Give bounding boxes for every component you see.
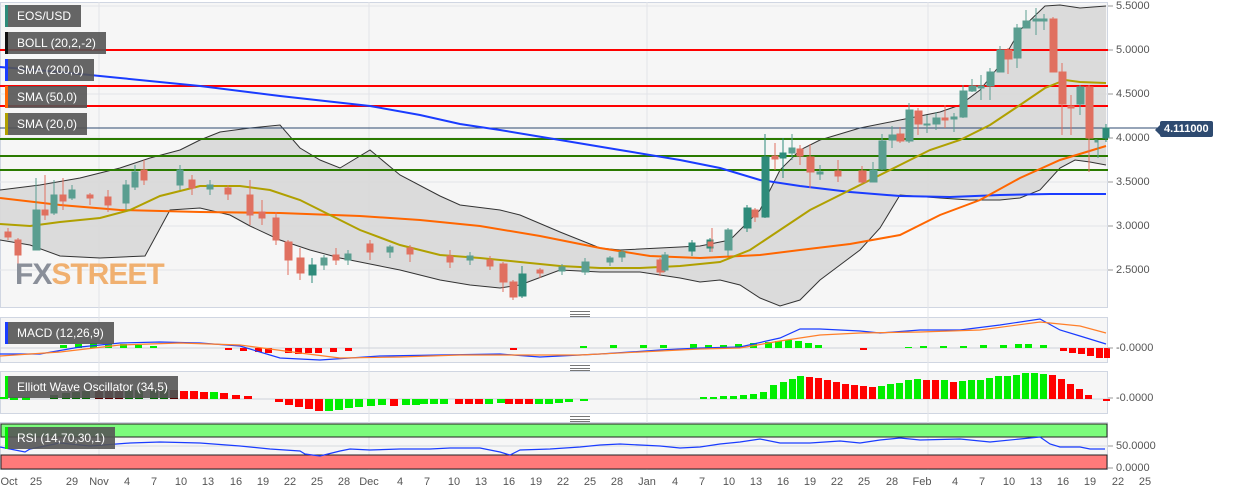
date-axis-label: 4 bbox=[951, 476, 959, 488]
date-axis-label: 28 bbox=[337, 476, 351, 488]
legend-sma-50[interactable]: SMA (50,0) bbox=[5, 86, 88, 108]
date-axis-label: 22 bbox=[283, 476, 297, 488]
macd-line bbox=[0, 318, 1107, 361]
date-axis-label: Oct bbox=[0, 476, 18, 488]
legend-swatch bbox=[5, 376, 8, 398]
legend-bollinger[interactable]: BOLL (20,2,-2) bbox=[5, 32, 106, 54]
date-axis-label: 13 bbox=[749, 476, 763, 488]
legend-swatch bbox=[5, 5, 8, 27]
price-axis-label: 3.0000 bbox=[1116, 220, 1150, 232]
price-axis-label: 2.5000 bbox=[1116, 264, 1150, 276]
date-axis-label: Jan bbox=[638, 476, 656, 488]
panel-resize-handle[interactable] bbox=[570, 416, 590, 422]
rsi-oversold-zone bbox=[0, 454, 1108, 470]
legend-sma-200[interactable]: SMA (200,0) bbox=[5, 59, 94, 81]
date-axis-label: 28 bbox=[885, 476, 899, 488]
date-axis-label: Dec bbox=[359, 476, 379, 488]
sma-50-line bbox=[0, 145, 1107, 260]
price-axis-label: 4.0000 bbox=[1116, 132, 1150, 144]
legend-ewo[interactable]: Elliott Wave Oscillator (34,5) bbox=[5, 376, 178, 398]
price-axis-label: 3.5000 bbox=[1116, 176, 1150, 188]
date-axis-label: 19 bbox=[1083, 476, 1097, 488]
current-price-badge: 4.111000 bbox=[1155, 121, 1213, 137]
date-axis-label: 22 bbox=[830, 476, 844, 488]
date-axis-label: 25 bbox=[29, 476, 43, 488]
candles bbox=[4, 8, 1110, 300]
sma-20-line bbox=[0, 78, 1107, 269]
panel-resize-handle[interactable] bbox=[570, 311, 590, 317]
date-axis-label: 10 bbox=[447, 476, 461, 488]
rsi-overbought-zone bbox=[0, 423, 1108, 438]
macd-histogram bbox=[60, 340, 1110, 358]
date-axis-label: 16 bbox=[1056, 476, 1070, 488]
date-axis-label: Feb bbox=[912, 476, 932, 488]
date-axis-label: 4 bbox=[671, 476, 679, 488]
price-axis-label: 5.0000 bbox=[1116, 44, 1150, 56]
legend-sma-20[interactable]: SMA (20,0) bbox=[5, 113, 88, 135]
macd-axis-label: -0.0000 bbox=[1116, 342, 1154, 354]
price-axis-label: 5.5000 bbox=[1116, 0, 1150, 12]
date-axis-label: 19 bbox=[256, 476, 270, 488]
date-axis-label: 22 bbox=[1111, 476, 1125, 488]
date-axis-label: 13 bbox=[1029, 476, 1043, 488]
legend-swatch bbox=[5, 32, 8, 54]
date-axis-label: 10 bbox=[174, 476, 188, 488]
sma-200-line bbox=[0, 66, 1106, 199]
date-axis-label: 7 bbox=[423, 476, 431, 488]
date-axis-label: 16 bbox=[229, 476, 243, 488]
date-axis-label: 16 bbox=[776, 476, 790, 488]
legend-swatch bbox=[5, 59, 8, 81]
date-axis-label: 25 bbox=[310, 476, 324, 488]
rsi-line bbox=[0, 436, 1105, 457]
date-axis-label: 19 bbox=[803, 476, 817, 488]
legend-symbol[interactable]: EOS/USD bbox=[5, 5, 82, 27]
date-axis-label: 29 bbox=[65, 476, 79, 488]
legend-swatch bbox=[5, 86, 8, 108]
price-axis-label: 4.5000 bbox=[1116, 88, 1150, 100]
date-axis-label: 7 bbox=[978, 476, 986, 488]
date-axis-label: 25 bbox=[583, 476, 597, 488]
date-axis-label: 16 bbox=[502, 476, 516, 488]
legend-macd[interactable]: MACD (12,26,9) bbox=[5, 322, 114, 344]
date-axis-label: 22 bbox=[556, 476, 570, 488]
legend-swatch bbox=[5, 322, 8, 344]
legend-swatch bbox=[5, 113, 8, 135]
rsi-axis-label-50: 50.0000 bbox=[1116, 440, 1156, 452]
ewo-axis-label: -0.0000 bbox=[1116, 392, 1154, 404]
date-axis-label: 10 bbox=[722, 476, 736, 488]
date-axis-label: 4 bbox=[123, 476, 131, 488]
date-axis-label: 19 bbox=[529, 476, 543, 488]
date-axis-label: 25 bbox=[1138, 476, 1152, 488]
fxstreet-logo: FXSTREET bbox=[15, 258, 165, 291]
date-axis-label: 7 bbox=[150, 476, 158, 488]
date-axis-label: 4 bbox=[396, 476, 404, 488]
date-axis-label: 13 bbox=[201, 476, 215, 488]
macd-signal-line bbox=[0, 321, 1107, 359]
date-axis-label: 10 bbox=[1002, 476, 1016, 488]
rsi-axis-label-0: 0.0000 bbox=[1116, 462, 1150, 474]
date-axis-label: 25 bbox=[857, 476, 871, 488]
legend-rsi[interactable]: RSI (14,70,30,1) bbox=[5, 427, 116, 449]
date-axis-label: Nov bbox=[89, 476, 109, 488]
date-axis-label: 28 bbox=[610, 476, 624, 488]
date-axis-label: 13 bbox=[474, 476, 488, 488]
date-axis-label: 7 bbox=[698, 476, 706, 488]
legend-swatch bbox=[5, 427, 8, 449]
panel-resize-handle[interactable] bbox=[570, 365, 590, 371]
